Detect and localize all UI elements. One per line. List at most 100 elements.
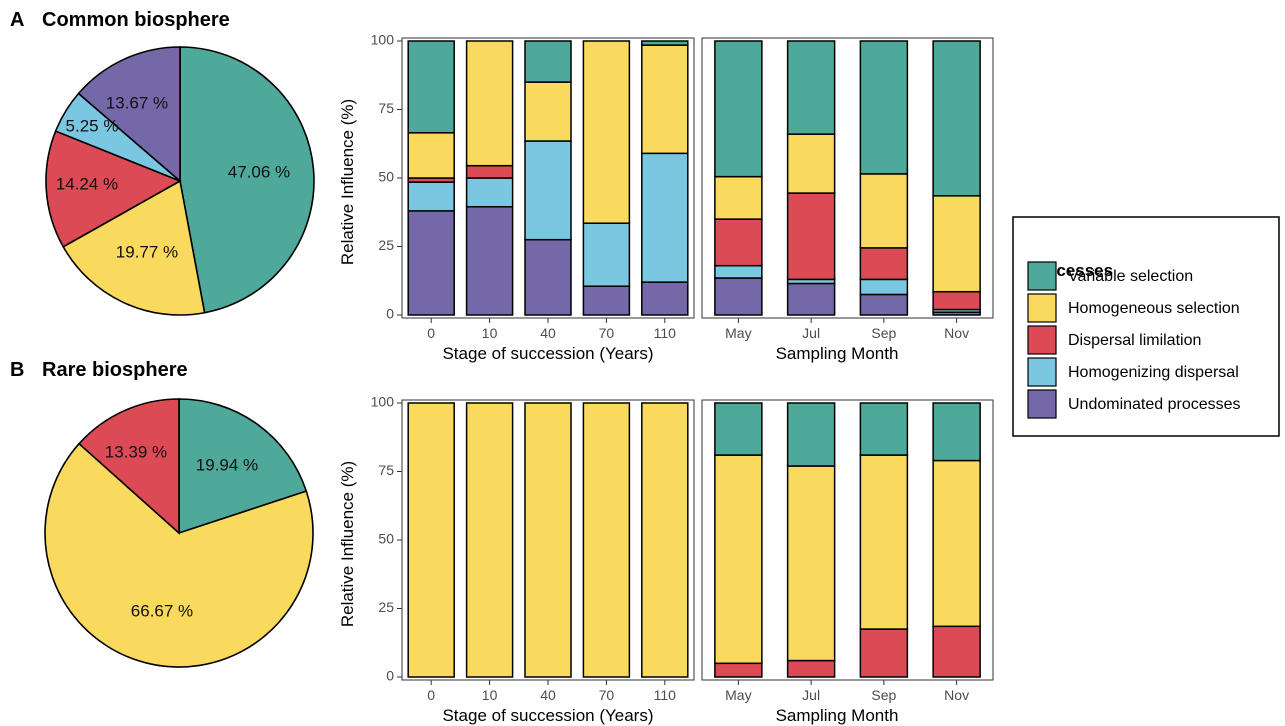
y-tick-label: 100	[371, 32, 395, 48]
pie-label-variable-selection: 47.06 %	[228, 162, 290, 181]
bar-segment-homogeneous-selection	[407, 132, 455, 179]
bar-segment-homogeneous-selection	[859, 454, 909, 630]
x-tick-label: May	[725, 325, 751, 341]
bar-segment-undominated-processes	[407, 210, 455, 316]
legend-swatch-variable-selection	[1027, 261, 1057, 291]
legend-label-homogenizing-dispersal: Homogenizing dispersal	[1068, 364, 1239, 381]
bar-segment-variable-selection	[714, 402, 763, 456]
x-tick-label: May	[725, 687, 751, 703]
legend-swatch-dispersal-limitation	[1027, 325, 1057, 355]
bar-segment-homogeneous-selection	[465, 402, 514, 678]
bar-segment-undominated-processes	[786, 282, 836, 316]
bar-segment-homogeneous-selection	[932, 459, 981, 628]
y-tick-label: 75	[378, 462, 394, 478]
bar-segment-homogeneous-selection	[932, 195, 981, 293]
y-axis-title-a: Relative Influence (%)	[338, 99, 357, 265]
bar-segment-undominated-processes	[714, 277, 763, 316]
panel-b-title: Rare biosphere	[42, 359, 188, 381]
panel-b-letter: B	[10, 359, 24, 381]
bar-segment-variable-selection	[641, 40, 689, 46]
bar-segment-homogeneous-selection	[859, 173, 909, 249]
bar-segment-dispersal-limitation	[786, 659, 836, 678]
legend-label-undominated-processes: Undominated processes	[1068, 396, 1241, 413]
panel-a-title: Common biosphere	[42, 9, 230, 31]
x-tick-label: 40	[540, 325, 556, 341]
bar-segment-variable-selection	[859, 40, 909, 175]
pie-slice-dispersal-limitation	[45, 130, 182, 248]
y-tick-label: 50	[378, 169, 394, 185]
y-tick-label: 0	[386, 668, 394, 684]
bar-segment-variable-selection	[407, 40, 455, 134]
bar-segment-variable-selection	[859, 402, 909, 456]
x-tick-label: 0	[427, 687, 435, 703]
y-tick-label: 75	[378, 100, 394, 116]
bar-segment-dispersal-limitation	[714, 662, 763, 678]
legend-swatch-undominated-processes	[1027, 389, 1057, 419]
pie-slice-dispersal-limitation	[77, 398, 180, 535]
bar-segment-dispersal-limitation	[859, 628, 909, 678]
y-tick-label: 25	[378, 599, 394, 615]
legend-swatch-homogenizing-dispersal	[1027, 357, 1057, 387]
y-tick-label: 50	[378, 531, 394, 547]
bar-segment-undominated-processes	[465, 206, 514, 316]
bar-segment-homogenizing-dispersal	[465, 177, 514, 208]
x-tick-label: 10	[482, 687, 498, 703]
bar-segment-homogenizing-dispersal	[714, 264, 763, 279]
x-tick-label: 10	[482, 325, 498, 341]
pie-label-homogeneous-selection: 66.67 %	[131, 601, 193, 620]
x-tick-label: 110	[654, 687, 677, 703]
y-tick-label: 0	[386, 306, 394, 322]
x-tick-label: 0	[427, 325, 435, 341]
bar-segment-undominated-processes	[582, 285, 631, 316]
bar-segment-undominated-processes	[641, 281, 689, 316]
bar-segment-homogenizing-dispersal	[524, 140, 572, 241]
pie-label-dispersal-limitation: 13.39 %	[105, 442, 167, 461]
pie-label-homogeneous-selection: 19.77 %	[116, 242, 178, 261]
bar-segment-homogenizing-dispersal	[641, 152, 689, 283]
bar-chart-rare-stage: 0 25 50 75 100 0 10 40 70 110	[371, 394, 695, 703]
bar-segment-variable-selection	[786, 402, 836, 467]
pie-label-dispersal-limitation: 14.24 %	[56, 174, 118, 193]
legend: Processes Variable selectionHomogeneous …	[1012, 216, 1280, 437]
x-tick-label: 70	[599, 325, 615, 341]
x-tick-label: Nov	[944, 687, 969, 703]
bar-segment-dispersal-limitation	[932, 290, 981, 311]
bar-segment-homogeneous-selection	[582, 40, 631, 224]
x-tick-label: 110	[654, 325, 677, 341]
legend-label-dispersal-limitation: Dispersal limilation	[1068, 332, 1201, 349]
bar-segment-homogeneous-selection	[786, 465, 836, 662]
bar-segment-dispersal-limitation	[714, 218, 763, 267]
pie-chart-common: 47.06 % 19.77 % 14.24 % 5.25 % 13.67 %	[45, 46, 315, 316]
bar-segment-variable-selection	[786, 40, 836, 135]
bar-segment-homogeneous-selection	[714, 175, 763, 220]
bar-segment-homogeneous-selection	[524, 81, 572, 142]
bar-chart-common-month: May Jul Sep Nov	[701, 37, 994, 341]
legend-label-variable-selection: Variable selection	[1068, 268, 1193, 285]
bar-segment-variable-selection	[932, 402, 981, 462]
pie-slice-undominated-processes	[77, 46, 181, 183]
bar-segment-homogenizing-dispersal	[582, 222, 631, 287]
bar-segment-dispersal-limitation	[932, 625, 981, 678]
bar-segment-undominated-processes	[524, 238, 572, 316]
plot-frame	[401, 399, 695, 681]
panel-a-letter: A	[10, 9, 24, 31]
pie-label-homogenizing-dispersal: 5.25 %	[66, 116, 119, 135]
bar-segment-homogeneous-selection	[582, 402, 631, 678]
bar-segment-homogeneous-selection	[524, 402, 572, 678]
pie-slice-homogeneous-selection	[62, 179, 206, 316]
x-tick-label: Jul	[802, 325, 820, 341]
y-tick-label: 25	[378, 237, 394, 253]
x-axis-title-b-month: Sampling Month	[776, 706, 899, 725]
pie-label-variable-selection: 19.94 %	[196, 455, 258, 474]
bar-segment-dispersal-limitation	[859, 247, 909, 281]
bar-chart-common-stage: 0 25 50 75 100 0 10 40 70 110	[371, 32, 695, 341]
pie-slice-variable-selection	[178, 398, 308, 535]
bar-segment-homogeneous-selection	[465, 40, 514, 167]
bar-segment-variable-selection	[524, 40, 572, 83]
x-tick-label: 40	[540, 687, 556, 703]
bar-segment-homogeneous-selection	[786, 133, 836, 194]
bar-segment-homogenizing-dispersal	[407, 181, 455, 212]
plot-frame	[701, 399, 994, 681]
x-axis-title-a-month: Sampling Month	[776, 344, 899, 363]
plot-frame	[401, 37, 695, 319]
